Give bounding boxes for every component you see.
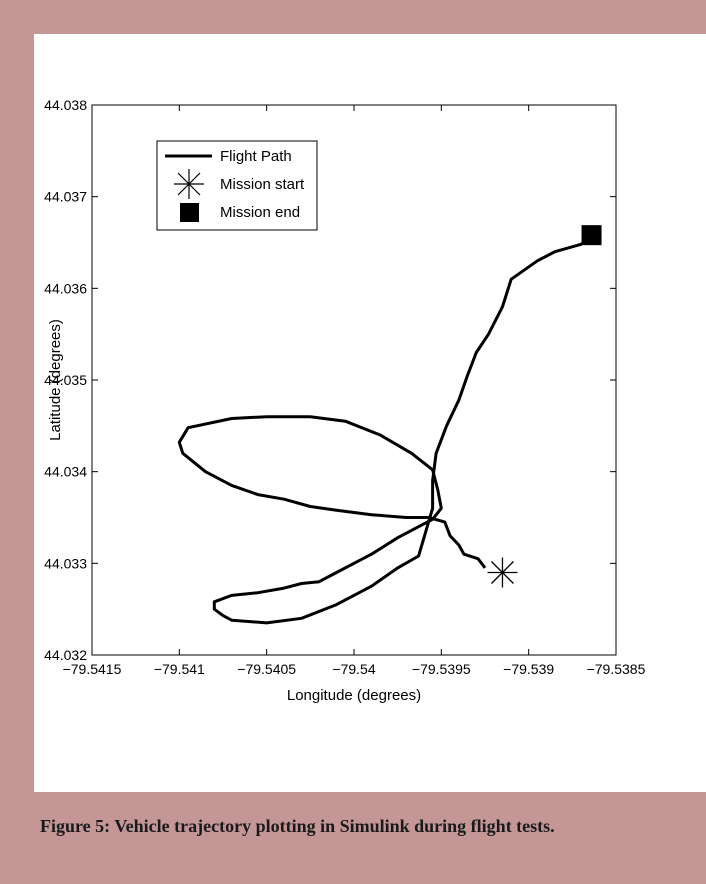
- y-tick-label: 44.037: [44, 189, 87, 205]
- y-tick-label: 44.036: [44, 280, 87, 296]
- series-layer: [177, 225, 602, 625]
- y-tick-label: 44.038: [44, 97, 87, 113]
- y-tick-label: 44.033: [44, 555, 87, 571]
- y-tick-label: 44.034: [44, 464, 87, 480]
- legend-mission-start-swatch: [174, 169, 204, 199]
- legend-mission-start-label: Mission start: [220, 176, 305, 193]
- flight-path-line: [177, 234, 593, 625]
- trajectory-chart: 44.032 44.033 44.034 44.035 44.036 44.037 44.0…: [44, 97, 646, 704]
- x-axis-ticks: −79.5415 −79.541 −79.5405 −79.54 −79.5395 −79…: [63, 105, 646, 677]
- x-tick-label: −79.541: [154, 661, 205, 677]
- x-tick-label: −79.54: [332, 661, 375, 677]
- figure-caption: Figure 5: Vehicle trajectory plotting in…: [40, 816, 555, 836]
- figure-panel: 44.032 44.033 44.034 44.035 44.036 44.037 44.0…: [34, 34, 706, 792]
- x-axis-label: Longitude (degrees): [287, 687, 421, 704]
- mission-start-marker: [487, 557, 518, 588]
- legend: Flight Path Mission start Mission end: [156, 140, 318, 231]
- x-tick-label: −79.5395: [412, 661, 471, 677]
- x-tick-label: −79.5415: [63, 661, 122, 677]
- y-axis-ticks: 44.032 44.033 44.034 44.035 44.036 44.037 44.0…: [44, 97, 616, 663]
- y-tick-label: 44.035: [44, 372, 87, 388]
- legend-flight-path-label: Flight Path: [220, 148, 292, 165]
- mission-end-marker: [581, 225, 602, 246]
- x-tick-label: −79.5405: [237, 661, 296, 677]
- y-axis-label: Latitude (degrees): [47, 319, 64, 441]
- x-tick-label: −79.5385: [587, 661, 646, 677]
- legend-mission-end-label: Mission end: [220, 204, 300, 221]
- y-tick-label: 44.032: [44, 647, 87, 663]
- legend-mission-end-swatch: [180, 203, 199, 222]
- x-tick-label: −79.539: [503, 661, 554, 677]
